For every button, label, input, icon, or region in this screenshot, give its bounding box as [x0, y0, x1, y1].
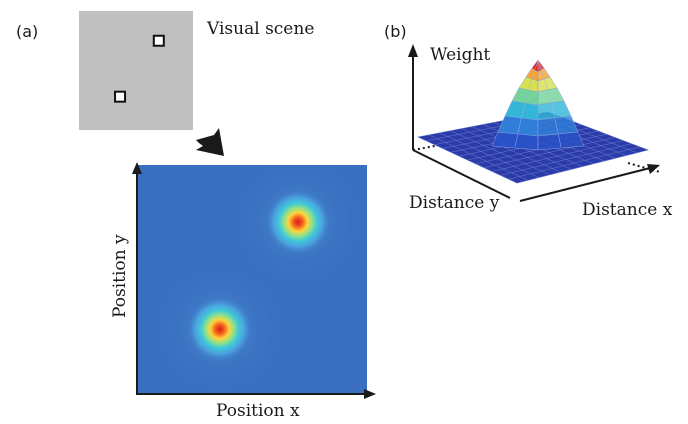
hidden-axis-left	[412, 144, 441, 151]
distance-y-axis	[412, 149, 511, 199]
peak-facet	[537, 59, 545, 73]
scene-object-lower-left	[114, 90, 127, 103]
scene-caption: Visual scene	[207, 19, 315, 39]
scene-object-upper-right	[152, 34, 165, 47]
scene-background	[79, 11, 193, 130]
field-y-axis-arrowhead	[132, 162, 142, 174]
peak-upper-right	[264, 188, 332, 256]
peak-lower-left	[185, 295, 254, 364]
panel-a-label: (a)	[16, 22, 39, 41]
down-right-arrow-icon	[196, 128, 224, 156]
distance-x-axis-arrowhead	[647, 164, 660, 174]
distance-x-axis	[519, 167, 651, 202]
gaussian-peak	[491, 59, 585, 151]
distance-x-label: Distance x	[582, 200, 673, 220]
field-y-label: Position y	[110, 234, 130, 318]
panel-b-label: (b)	[384, 22, 407, 41]
hidden-axis-right	[627, 162, 661, 173]
field-x-label: Position x	[216, 401, 300, 421]
distance-y-label: Distance y	[409, 193, 500, 213]
field-x-axis-arrowhead	[364, 389, 376, 399]
weight-label: Weight	[430, 45, 491, 65]
weight-axis-arrowhead	[408, 44, 418, 57]
